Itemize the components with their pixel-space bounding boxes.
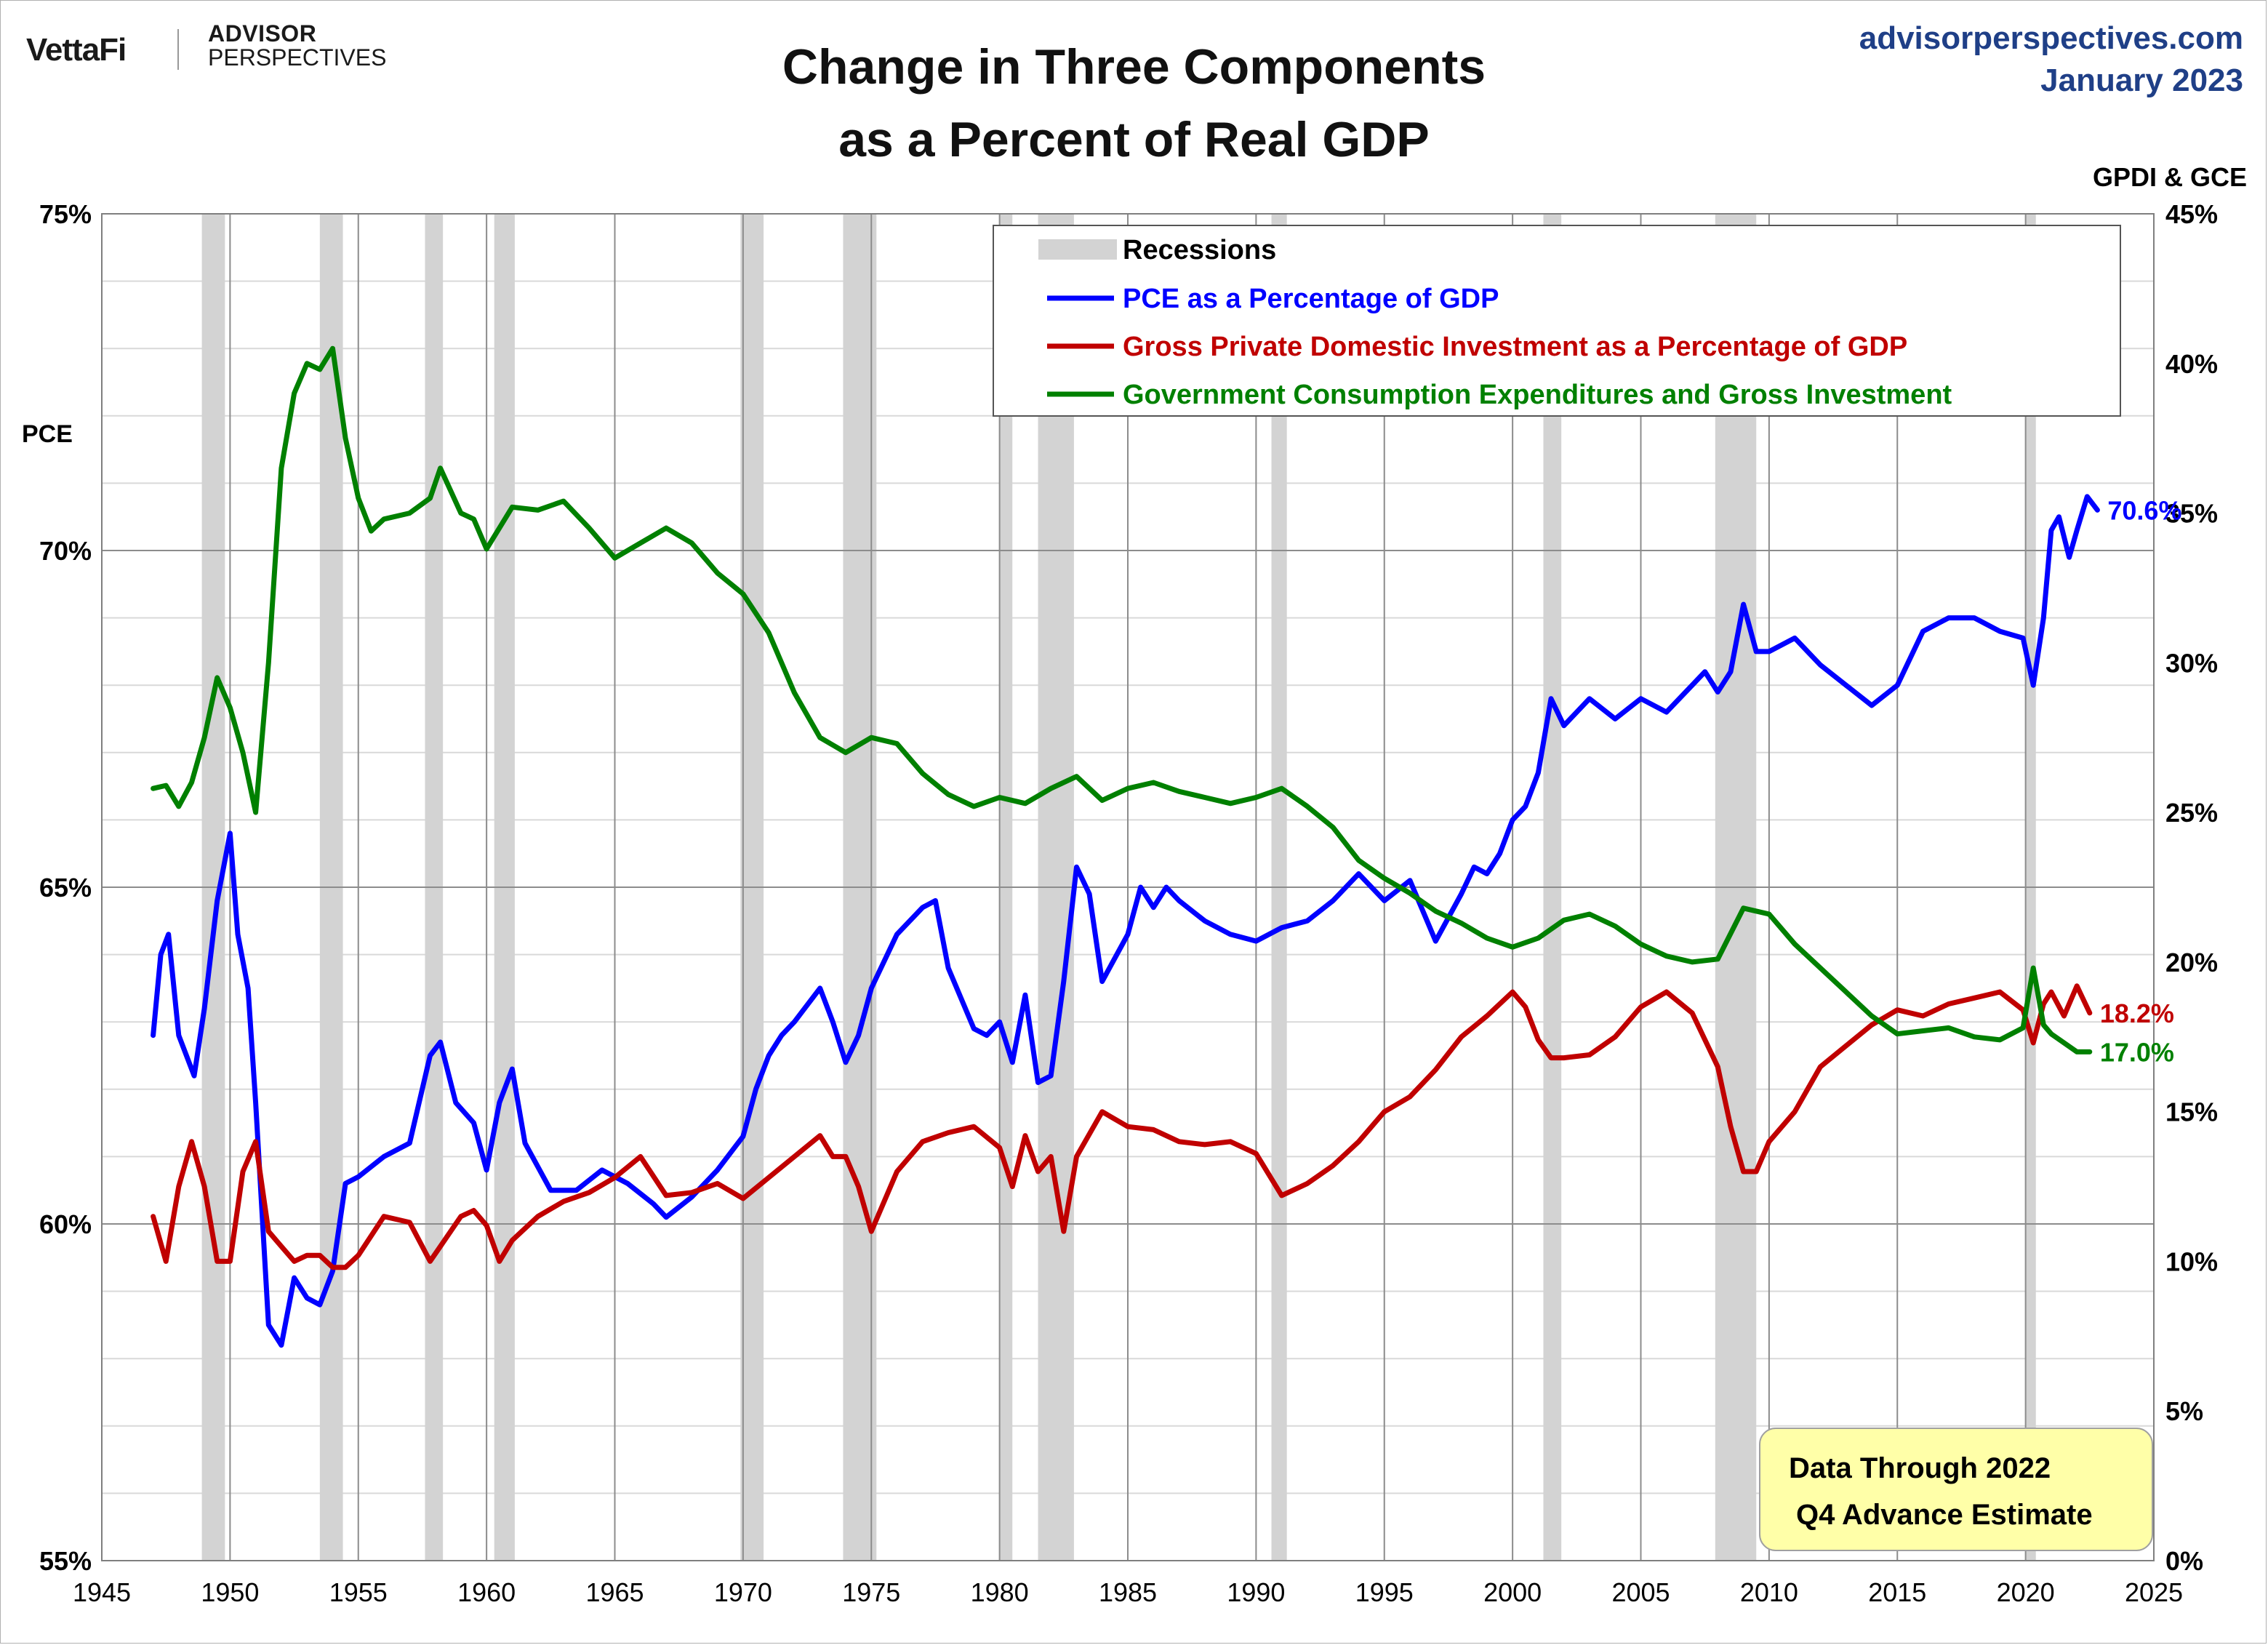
- series-end-label: 18.2%: [2100, 998, 2174, 1028]
- right-y-tick-label: 15%: [2165, 1097, 2218, 1127]
- x-tick-label: 1995: [1355, 1577, 1414, 1607]
- major-gridlines: [102, 214, 2154, 1561]
- legend-swatch-recessions: [1038, 239, 1117, 260]
- series-line: [151, 983, 2093, 1270]
- right-y-tick-label: 10%: [2165, 1246, 2218, 1276]
- left-y-tick-label: 75%: [39, 199, 92, 229]
- x-tick-label: 2020: [1997, 1577, 2055, 1607]
- x-tick-label: 2000: [1483, 1577, 1542, 1607]
- x-tick-label: 2010: [1740, 1577, 1798, 1607]
- x-tick-label: 1960: [457, 1577, 516, 1607]
- series-end-label: 70.6%: [2107, 495, 2181, 525]
- right-y-tick-label: 30%: [2165, 648, 2218, 678]
- left-y-tick-label: 65%: [39, 873, 92, 902]
- left-y-tick-label: 55%: [39, 1546, 92, 1576]
- x-tick-label: 1980: [971, 1577, 1029, 1607]
- right-y-tick-label: 20%: [2165, 948, 2218, 977]
- legend-label: Government Consumption Expenditures and …: [1123, 380, 1952, 410]
- series-line: [151, 345, 2093, 1054]
- site-info: advisorperspectives.com January 2023: [1859, 17, 2243, 102]
- right-y-tick-label: 40%: [2165, 349, 2218, 379]
- right-y-tick-label: 5%: [2165, 1396, 2203, 1426]
- right-y-tick-label: 35%: [2165, 499, 2218, 529]
- data-note-line2: Q4 Advance Estimate: [1796, 1499, 2093, 1531]
- series-lines: [151, 345, 2100, 1348]
- legend-box: [993, 225, 2121, 417]
- brand-divider: [177, 29, 179, 70]
- chart-title: Change in Three Components as a Percent …: [0, 31, 2268, 176]
- advisor-logo-line1: ADVISOR: [208, 20, 317, 47]
- chart-title-line1: Change in Three Components: [782, 39, 1486, 95]
- x-tick-label: 1985: [1099, 1577, 1157, 1607]
- data-note-line1: Data Through 2022: [1789, 1452, 2051, 1484]
- series-line: [151, 494, 2100, 1348]
- legend-label-recessions: Recessions: [1123, 235, 1276, 265]
- series-end-label: 17.0%: [2100, 1037, 2174, 1067]
- x-tick-label: 2015: [1868, 1577, 1926, 1607]
- series-end-labels: 70.6% 18.2% 17.0%: [2100, 495, 2182, 1067]
- left-y-tick-label: 70%: [39, 536, 92, 566]
- site-url: advisorperspectives.com: [1859, 20, 2243, 56]
- right-y-axis-ticks: 0% 5% 10% 15% 20% 25% 30% 35% 40% 45%: [2165, 199, 2218, 1576]
- right-y-tick-label: 25%: [2165, 798, 2218, 828]
- x-tick-label: 1990: [1227, 1577, 1285, 1607]
- x-tick-label: 1970: [714, 1577, 772, 1607]
- x-tick-label: 1950: [201, 1577, 259, 1607]
- left-y-axis-ticks: 55% 60% 65% 70% 75%: [39, 199, 92, 1576]
- left-y-tick-label: 60%: [39, 1209, 92, 1239]
- chart-title-line2: as a Percent of Real GDP: [838, 112, 1430, 167]
- x-tick-label: 1975: [842, 1577, 900, 1607]
- x-tick-label: 1955: [329, 1577, 388, 1607]
- right-y-tick-label: 0%: [2165, 1546, 2203, 1576]
- legend-label: PCE as a Percentage of GDP: [1123, 284, 1499, 314]
- x-axis-ticks: 1945 1950 1955 1960 1965 1970 1975 1980 1985 1990…: [73, 1577, 2183, 1607]
- x-tick-label: 2025: [2125, 1577, 2183, 1607]
- right-axis-label: GPDI & GCE: [2093, 162, 2247, 192]
- legend-series-entries: PCE as a Percentage of GDP Gross Private …: [1047, 284, 1952, 410]
- x-tick-label: 1965: [585, 1577, 644, 1607]
- advisor-logo-line2: PERSPECTIVES: [208, 44, 387, 71]
- plot-area-border: [101, 213, 2155, 1561]
- vettafi-logo: VettaFi: [26, 32, 127, 68]
- legend: Recessions PCE as a Percentage of GDP Gro…: [993, 225, 2121, 417]
- left-axis-label: PCE: [22, 420, 73, 448]
- data-note-box: [1759, 1428, 2153, 1551]
- x-tick-label: 2005: [1611, 1577, 1670, 1607]
- advisor-perspectives-logo: ADVISOR PERSPECTIVES: [208, 22, 386, 70]
- right-y-tick-label: 45%: [2165, 199, 2218, 229]
- site-date: January 2023: [2040, 63, 2243, 98]
- legend-label: Gross Private Domestic Investment as a P…: [1123, 332, 1907, 362]
- x-tick-label: 1945: [73, 1577, 131, 1607]
- data-note: Data Through 2022 Q4 Advance Estimate: [1759, 1428, 2153, 1551]
